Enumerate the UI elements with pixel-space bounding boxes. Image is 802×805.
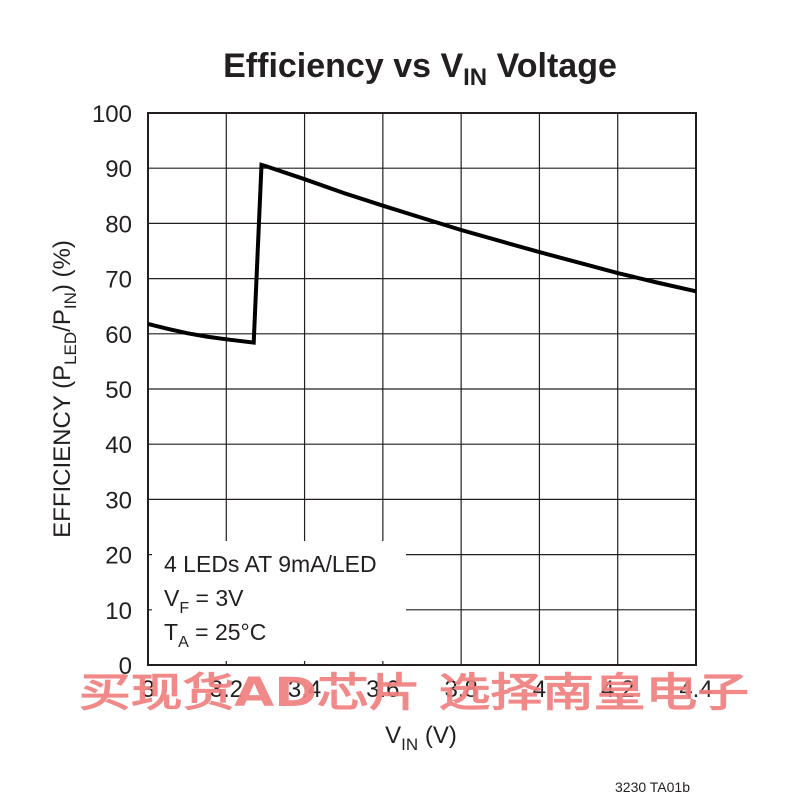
x-tick-label: 3 xyxy=(141,676,154,703)
annotation-led-count: 4 LEDs AT 9mA/LED xyxy=(164,551,377,577)
y-tick-label: 50 xyxy=(105,377,132,404)
annotation-box xyxy=(152,541,406,661)
y-tick-label: 10 xyxy=(105,598,132,625)
figure-id: 3230 TA01b xyxy=(615,779,690,795)
x-tick-label: 4 xyxy=(533,676,546,703)
y-tick-label: 60 xyxy=(105,322,132,349)
efficiency-series-line xyxy=(147,162,697,345)
watermark-text: 买现货AD芯片 选择南皇电子 xyxy=(79,670,749,716)
x-tick-label: 3.6 xyxy=(366,676,399,703)
y-axis-label: EFFICIENCY (PLED/PIN) (%) xyxy=(49,240,80,538)
annotation-ambient-temperature: TA = 25°C xyxy=(164,619,266,651)
x-axis-label: VIN (V) xyxy=(385,722,457,754)
y-tick-label: 0 xyxy=(119,653,132,680)
x-tick-label: 3.8 xyxy=(444,676,477,703)
y-tick-label: 100 xyxy=(92,101,132,128)
y-tick-label: 20 xyxy=(105,543,132,570)
y-tick-label: 90 xyxy=(105,156,132,183)
x-tick-labels: 3 3.2 3.4 3.6 3.8 4 4.2 4.4 xyxy=(141,676,712,703)
x-tick-label: 4.2 xyxy=(601,676,634,703)
y-tick-label: 80 xyxy=(105,211,132,238)
y-tick-label: 40 xyxy=(105,432,132,459)
chart-title: Efficiency vs VIN Voltage xyxy=(223,47,617,91)
plot-frame xyxy=(147,112,697,666)
y-tick-label: 70 xyxy=(105,267,132,294)
x-tick-label: 3.4 xyxy=(288,676,321,703)
annotation-forward-voltage: VF = 3V xyxy=(164,585,244,617)
x-tick-label: 3.2 xyxy=(210,676,243,703)
y-tick-labels: 0 10 20 30 40 50 60 70 80 90 100 xyxy=(92,101,132,680)
x-tick-label: 4.4 xyxy=(679,676,712,703)
y-tick-label: 30 xyxy=(105,487,132,514)
